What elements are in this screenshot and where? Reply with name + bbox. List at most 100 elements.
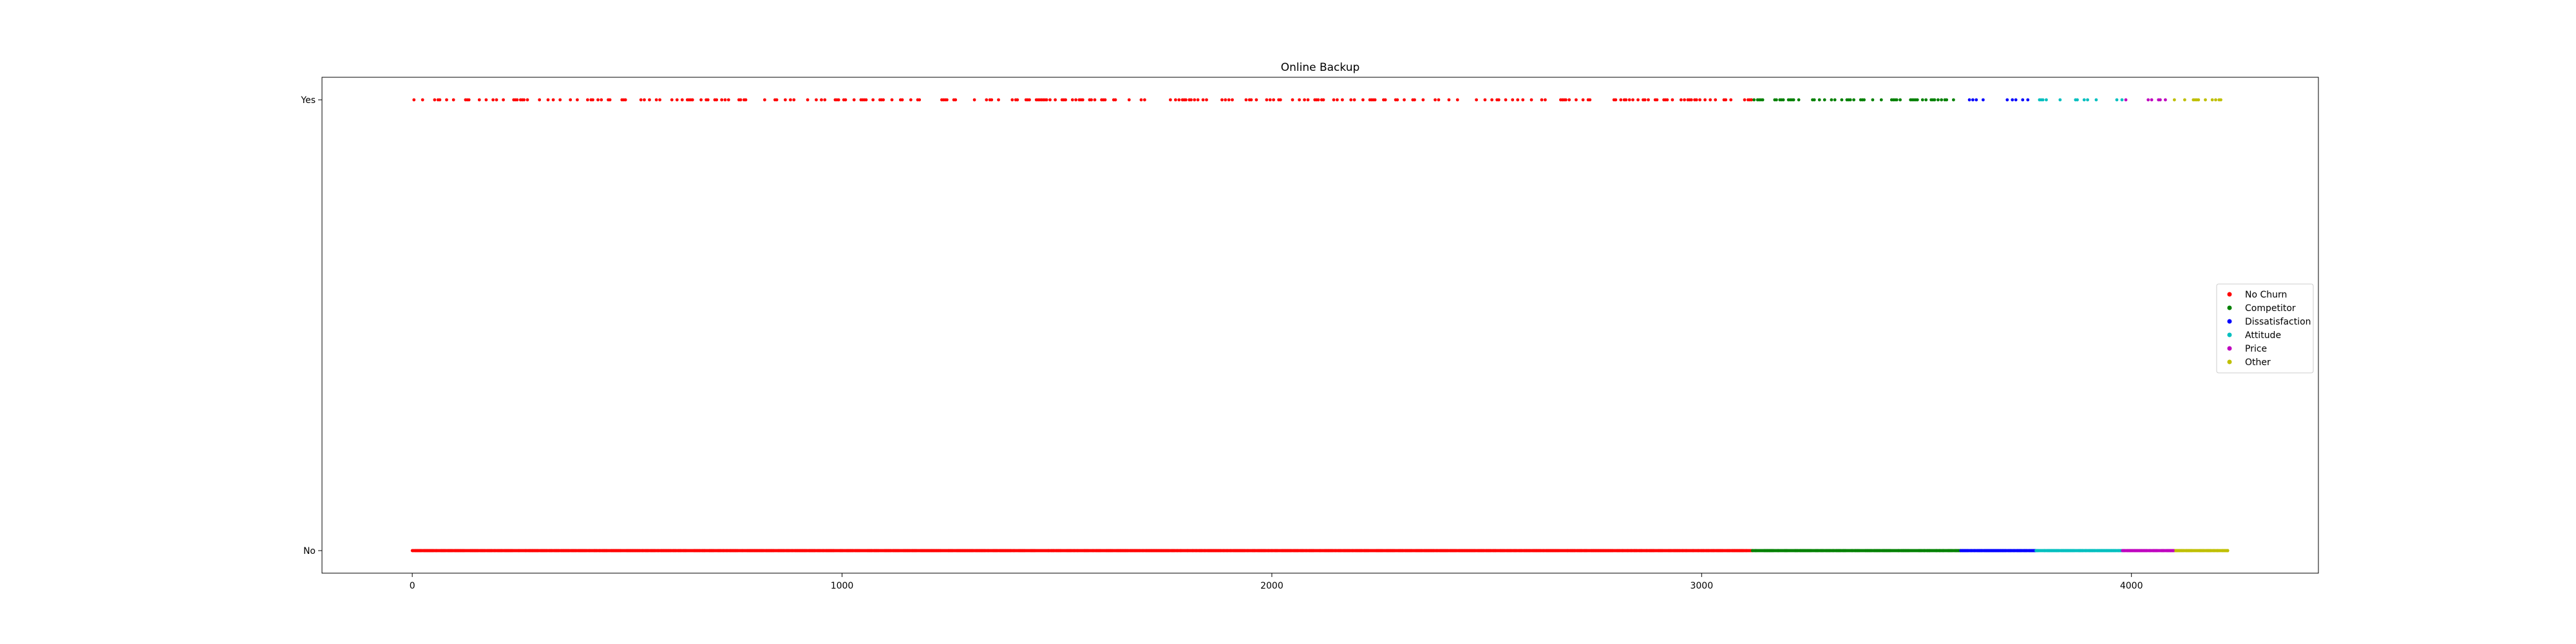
data-point [1201,98,1205,102]
data-point [1103,98,1107,102]
data-point [1588,98,1592,102]
legend-marker [2227,346,2232,351]
data-point [1544,98,1547,102]
legend-marker [2227,332,2232,337]
data-point [1224,98,1227,102]
data-point [1689,98,1693,102]
data-point [654,98,658,102]
data-point [900,98,904,102]
data-point [1743,98,1747,102]
data-point [1272,98,1275,102]
data-point [2076,98,2079,102]
legend-marker [2227,319,2232,324]
data-point [1624,98,1628,102]
data-point [1899,98,1902,102]
data-point [1952,98,1955,102]
data-point [522,98,526,102]
data-point [1421,98,1425,102]
legend-label: Other [2245,357,2271,368]
series-competitor [1750,98,1962,553]
data-point [1750,98,1754,102]
data-point [608,98,612,102]
x-tick-label: 0 [410,581,415,591]
data-point [1840,98,1844,102]
data-point [1403,98,1406,102]
data-point [1193,98,1197,102]
data-point [1090,98,1093,102]
y-axis: No Yes [300,95,322,556]
data-point [1249,98,1253,102]
data-point [1303,98,1306,102]
data-point [775,98,779,102]
data-point [1655,98,1659,102]
data-point [558,98,562,102]
data-point [837,98,840,102]
data-point [1614,98,1618,102]
legend-marker [2227,292,2232,297]
data-point [551,98,555,102]
data-point [2094,98,2098,102]
data-point [1220,98,1224,102]
data-point [706,98,710,102]
data-point [421,98,424,102]
data-point [1924,98,1928,102]
data-point [1564,98,1567,102]
data-point [1255,98,1258,102]
data-point [1081,98,1084,102]
data-point [2210,98,2214,102]
data-point [596,98,600,102]
data-point [815,98,818,102]
data-point [1671,98,1674,102]
data-point [990,98,994,102]
data-point [789,98,792,102]
x-tick-label: 3000 [1690,581,1713,591]
data-point [1189,98,1193,102]
data-point [2183,98,2186,102]
data-point [1848,98,1852,102]
data-point [739,98,743,102]
data-point [2120,98,2124,102]
data-point [1074,98,1077,102]
legend-box [2216,283,2314,374]
data-point [1196,98,1200,102]
data-point [623,98,627,102]
data-point [723,98,727,102]
no-band [412,549,1753,553]
data-point [1169,98,1172,102]
data-point [586,98,589,102]
legend-marker [2227,305,2232,310]
data-point [1724,98,1728,102]
data-point [1619,98,1623,102]
data-point [1093,98,1097,102]
data-point [1812,98,1816,102]
data-point [1455,98,1459,102]
chart-title: Online Backup [1281,61,1360,74]
data-point [1945,98,1949,102]
data-point [1373,98,1377,102]
legend: No Churn Competitor Dissatisfaction Attitud… [2216,283,2314,374]
data-point [852,98,856,102]
data-point [495,98,498,102]
series-price [2121,98,2176,553]
data-point [1683,98,1687,102]
data-point [1714,98,1718,102]
data-point [484,98,488,102]
data-point [491,98,495,102]
data-point [1016,98,1019,102]
legend-marker [2227,359,2232,365]
data-point [1895,98,1899,102]
data-point [720,98,724,102]
y-tick-label: No [303,546,316,556]
data-point [1341,98,1344,102]
data-point [1643,98,1647,102]
data-point [1177,98,1181,102]
data-point [2115,98,2119,102]
data-point [1511,98,1515,102]
data-point [1752,98,1756,102]
x-tick-label: 1000 [831,581,854,591]
data-point [1227,98,1231,102]
data-point [1434,98,1437,102]
series-other [2173,98,2230,553]
data-point [675,98,679,102]
